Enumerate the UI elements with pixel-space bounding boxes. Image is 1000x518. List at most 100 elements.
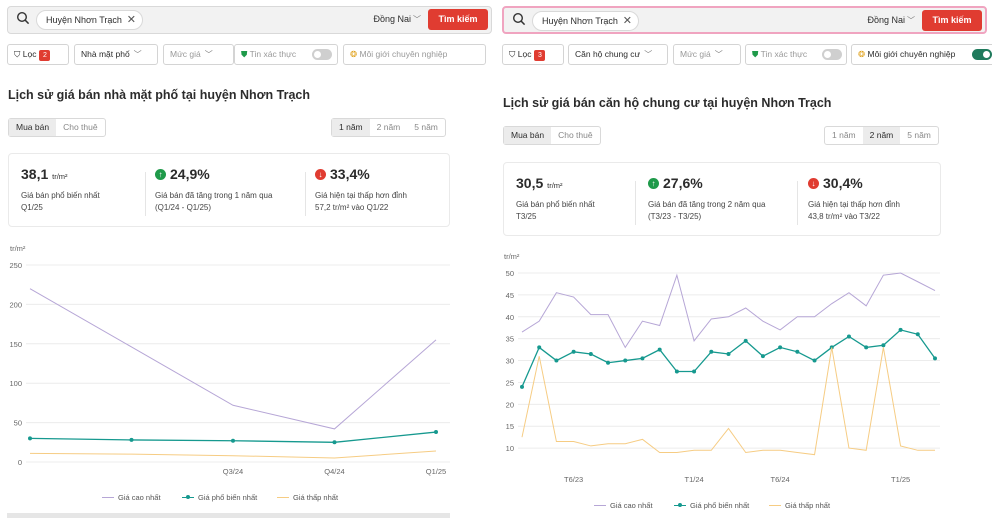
y-tick-label: 25 [506, 378, 514, 387]
stat-desc: Giá hiện tại thấp hơn đỉnh [315, 191, 407, 200]
y-tick-label: 50 [506, 269, 514, 278]
price-label: Mức giá [170, 49, 201, 59]
period-tabs: 1 năm 2 năm 5 năm [824, 126, 939, 145]
period-2y[interactable]: 2 năm [376, 122, 401, 132]
data-point [726, 351, 731, 356]
filter-bar: ⛉ Lọc 2 Nhà mặt phố ﹀ Mức giá ﹀ ⛊ Tin xác t… [7, 44, 487, 66]
right-panel: Huyện Nhơn Trạch ✕ Đồng Nai ﹀ Tìm kiếm ⛉ L… [500, 0, 992, 518]
y-tick-label: 10 [506, 444, 514, 453]
data-point [434, 430, 438, 435]
tab-rent[interactable]: Cho thuê [63, 122, 98, 132]
stat-desc: Giá bán đã tăng trong 2 năm qua [648, 200, 766, 209]
legend-common[interactable]: Giá phổ biến nhất [674, 501, 749, 510]
legend-swatch [102, 497, 114, 498]
property-type-select[interactable]: Nhà mặt phố ﹀ [74, 44, 158, 65]
verified-toggle[interactable] [312, 49, 332, 60]
data-point [743, 338, 748, 343]
search-bar[interactable]: Huyện Nhơn Trạch ✕ Đồng Nai ﹀ Tìm kiếm [7, 6, 492, 34]
legend-max[interactable]: Giá cao nhất [102, 493, 161, 502]
data-point [129, 437, 134, 442]
period-5y[interactable]: 5 năm [907, 130, 931, 140]
price-select[interactable]: Mức giá ﹀ [673, 44, 741, 65]
chevron-down-icon: ﹀ [907, 16, 915, 25]
legend-swatch [594, 505, 606, 506]
stat-value: 24,9% [170, 166, 210, 182]
x-tick-label: T1/25 [891, 475, 910, 484]
data-point [588, 351, 593, 356]
period-2y[interactable]: 2 năm [862, 127, 901, 144]
data-point [332, 440, 337, 445]
verified-toggle-filter[interactable]: ⛊ Tin xác thực [234, 44, 338, 65]
y-axis-unit-label: tr/m² [504, 252, 520, 261]
legend-label: Giá thấp nhất [293, 493, 339, 502]
data-point [933, 356, 937, 361]
stat-sub: T3/25 [516, 212, 537, 221]
period-5y[interactable]: 5 năm [414, 122, 438, 132]
period-1y[interactable]: 1 năm [332, 119, 370, 136]
location-chip-label: Huyện Nhơn Trạch [46, 15, 122, 25]
period-1y[interactable]: 1 năm [832, 130, 856, 140]
divider [635, 181, 636, 225]
search-bar[interactable]: Huyện Nhơn Trạch ✕ Đồng Nai ﹀ Tìm kiếm [502, 6, 987, 34]
location-chip[interactable]: Huyện Nhơn Trạch ✕ [36, 10, 143, 30]
chevron-down-icon: ﹀ [133, 50, 142, 59]
y-tick-label: 40 [506, 313, 514, 322]
stat-desc: Giá hiện tại thấp hơn đỉnh [808, 200, 900, 209]
tab-buy[interactable]: Mua bán [9, 119, 57, 136]
legend-min[interactable]: Giá thấp nhất [769, 501, 830, 510]
filter-count-badge: 2 [39, 50, 51, 61]
tab-rent[interactable]: Cho thuê [558, 130, 593, 140]
filter-bar: ⛉ Lọc 3 Căn hộ chung cư ﹀ Mức giá ﹀ ⛊ Tin x… [502, 44, 992, 66]
stat-desc: Giá bán phổ biến nhất [21, 191, 100, 200]
divider [797, 181, 798, 225]
stat-sub: (T3/23 - T3/25) [648, 212, 702, 221]
verified-toggle[interactable] [822, 49, 842, 60]
data-point [864, 345, 869, 350]
search-button[interactable]: Tìm kiếm [428, 9, 488, 30]
data-point [812, 358, 817, 363]
data-point [881, 343, 886, 348]
broker-toggle-filter[interactable]: ❂ Môi giới chuyên nghiệp [851, 44, 992, 65]
close-icon[interactable]: ✕ [126, 14, 136, 26]
series-line-2 [29, 450, 437, 459]
data-point [231, 438, 235, 443]
broker-label: Môi giới chuyên nghiệp [359, 49, 448, 59]
search-icon [512, 12, 526, 31]
stat-value: 27,6% [663, 175, 703, 191]
legend-max[interactable]: Giá cao nhất [594, 501, 653, 510]
province-select[interactable]: Đồng Nai ﹀ [867, 15, 915, 26]
y-tick-label: 20 [506, 400, 514, 409]
province-select[interactable]: Đồng Nai ﹀ [373, 14, 421, 25]
price-select[interactable]: Mức giá ﹀ [163, 44, 234, 65]
filter-button[interactable]: ⛉ Lọc 2 [7, 44, 69, 65]
x-tick-label: T6/24 [771, 475, 790, 484]
stat-desc: Giá bán đã tăng trong 1 năm qua [155, 191, 273, 200]
legend-label: Giá cao nhất [118, 493, 161, 502]
broker-toggle[interactable] [972, 49, 992, 60]
legend-common[interactable]: Giá phổ biến nhất [182, 493, 257, 502]
legend-label: Giá phổ biến nhất [690, 501, 750, 510]
broker-toggle-filter[interactable]: ❂ Môi giới chuyên nghiệp [343, 44, 486, 65]
data-point [623, 358, 628, 363]
data-point [657, 347, 662, 352]
close-icon[interactable]: ✕ [622, 15, 632, 27]
stat-unit: tr/m² [547, 181, 563, 190]
location-chip[interactable]: Huyện Nhơn Trạch ✕ [532, 11, 639, 31]
stat-sub: Q1/25 [21, 203, 43, 212]
stat-unit: tr/m² [52, 172, 68, 181]
data-point [571, 349, 576, 354]
search-button[interactable]: Tìm kiếm [922, 10, 982, 31]
verified-label: Tin xác thực [760, 49, 808, 59]
legend-label: Giá thấp nhất [785, 501, 831, 510]
verified-label: Tin xác thực [249, 49, 297, 59]
tab-buy[interactable]: Mua bán [504, 127, 552, 144]
stat-sub: 43,8 tr/m² vào T3/22 [808, 212, 880, 221]
province-label: Đồng Nai [373, 14, 411, 24]
data-point [674, 369, 679, 374]
legend-min[interactable]: Giá thấp nhất [277, 493, 338, 502]
verified-toggle-filter[interactable]: ⛊ Tin xác thực [745, 44, 847, 65]
property-type-select[interactable]: Căn hộ chung cư ﹀ [568, 44, 668, 65]
badge-icon: ❂ [858, 49, 866, 59]
y-tick-label: 50 [14, 419, 22, 428]
filter-button[interactable]: ⛉ Lọc 3 [502, 44, 564, 65]
